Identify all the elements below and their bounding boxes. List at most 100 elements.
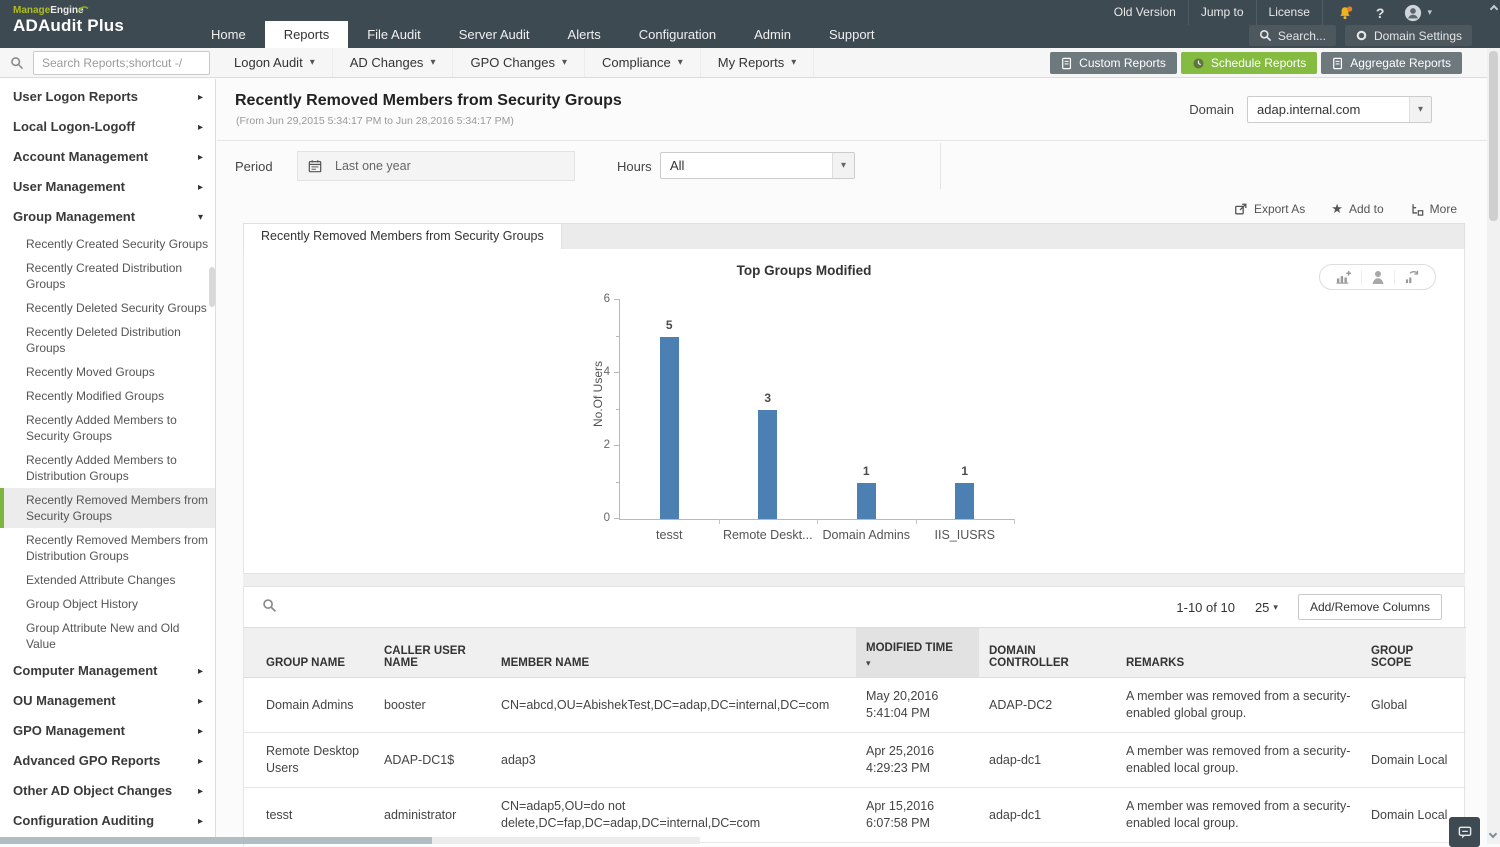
sidebar-item[interactable]: Configuration Auditing ▸: [0, 806, 215, 836]
expand-arrow-icon: ▸: [198, 694, 203, 710]
nav-tab[interactable]: Home: [192, 21, 265, 48]
column-header-modified-time[interactable]: MODIFIED TIME▾: [856, 628, 979, 678]
nav-tab[interactable]: Server Audit: [440, 21, 549, 48]
add-to-button[interactable]: ★ Add to: [1331, 202, 1383, 216]
y-axis-tick-label: 4: [604, 366, 610, 378]
sidebar-item[interactable]: Recently Added Members to Distribution G…: [0, 448, 215, 488]
report-category-menus: Logon Audit▾ AD Changes▾ GPO Changes▾ Co…: [217, 48, 814, 77]
chart-toolbar: [1319, 264, 1436, 290]
sidebar-item[interactable]: Group Management ▾: [0, 202, 215, 232]
period-input[interactable]: Last one year: [297, 151, 575, 181]
report-menu[interactable]: Logon Audit▾: [217, 48, 333, 77]
domain-settings-button[interactable]: Domain Settings: [1345, 25, 1472, 46]
sidebar-item[interactable]: Extended Attribute Changes: [0, 568, 215, 592]
sidebar-item[interactable]: Advanced GPO Reports ▸: [0, 746, 215, 776]
sort-descending-icon: ▾: [866, 658, 969, 669]
column-header-domain-controller[interactable]: DOMAIN CONTROLLER: [979, 628, 1116, 678]
horizontal-scrollbar-thumb[interactable]: [0, 837, 432, 844]
nav-tab[interactable]: Alerts: [549, 21, 620, 48]
feedback-chat-button[interactable]: [1449, 817, 1480, 847]
brand-logo[interactable]: ManageEngine ADAudit Plus: [13, 5, 124, 36]
add-chart-icon[interactable]: [1326, 270, 1361, 285]
scroll-up-icon[interactable]: [1489, 5, 1497, 13]
sidebar-scrollbar-thumb[interactable]: [209, 267, 215, 307]
period-value: Last one year: [335, 159, 411, 173]
sidebar-item[interactable]: Recently Removed Members from Distributi…: [0, 528, 215, 568]
header-link[interactable]: License: [1257, 0, 1323, 25]
report-menu[interactable]: GPO Changes▾: [453, 48, 585, 77]
custom-reports-button[interactable]: Custom Reports: [1050, 52, 1177, 74]
table-row[interactable]: Domain Admins booster CN=abcd,OU=Abishek…: [244, 678, 1466, 733]
sidebar-item[interactable]: Recently Created Security Groups: [0, 232, 215, 256]
report-header: Recently Removed Members from Security G…: [217, 79, 1487, 141]
speech-bubble-icon: [1457, 825, 1473, 840]
table-toolbar: 1-10 of 10 25 ▾ Add/Remove Columns: [244, 587, 1464, 627]
sidebar-item[interactable]: Recently Moved Groups: [0, 360, 215, 384]
sidebar-item[interactable]: Other AD Object Changes ▸: [0, 776, 215, 806]
hours-select[interactable]: All ▾: [660, 152, 855, 179]
sidebar-item[interactable]: Group Object History: [0, 592, 215, 616]
column-header-group-scope[interactable]: GROUP SCOPE: [1361, 628, 1466, 678]
chart-bar-group: 5tesst: [620, 300, 719, 519]
column-header-remarks[interactable]: REMARKS: [1116, 628, 1361, 678]
user-menu[interactable]: ▾: [1396, 4, 1432, 22]
chevron-down-icon: ▾: [1427, 7, 1432, 18]
more-button[interactable]: More: [1410, 202, 1457, 216]
aggregate-reports-button[interactable]: Aggregate Reports: [1321, 52, 1462, 74]
header-link[interactable]: Jump to: [1189, 0, 1257, 25]
sidebar-item[interactable]: Recently Deleted Security Groups: [0, 296, 215, 320]
nav-tab[interactable]: Support: [810, 21, 894, 48]
chevron-down-icon: ▾: [310, 48, 315, 77]
sidebar-item[interactable]: Recently Deleted Distribution Groups: [0, 320, 215, 360]
sidebar-item[interactable]: Recently Removed Members from Security G…: [0, 488, 215, 528]
notification-bell-icon[interactable]: [1337, 5, 1354, 21]
refresh-chart-icon[interactable]: [1394, 270, 1429, 285]
sidebar-item[interactable]: User Logon Reports ▸: [0, 82, 215, 112]
nav-tab[interactable]: Admin: [735, 21, 810, 48]
cell-modified-time: Apr 25,2016 4:29:23 PM: [856, 733, 979, 788]
chevron-down-icon: ▾: [678, 48, 683, 77]
page-scrollbar[interactable]: [1487, 0, 1500, 844]
report-menu[interactable]: Compliance▾: [585, 48, 701, 77]
star-icon: ★: [1331, 204, 1343, 214]
tab-recently-removed-members[interactable]: Recently Removed Members from Security G…: [244, 224, 562, 249]
table-row[interactable]: tesst administrator CN=adap5,OU=do not d…: [244, 788, 1466, 843]
domain-select[interactable]: adap.internal.com ▾: [1247, 96, 1432, 123]
export-as-button[interactable]: Export As: [1234, 202, 1305, 216]
chart-user-icon[interactable]: [1361, 270, 1394, 285]
sidebar-item[interactable]: User Management ▸: [0, 172, 215, 202]
column-header-member-name[interactable]: MEMBER NAME: [491, 628, 856, 678]
schedule-reports-button[interactable]: Schedule Reports: [1181, 52, 1317, 74]
bar: [758, 410, 777, 519]
horizontal-scrollbar[interactable]: [0, 837, 700, 844]
sidebar-item[interactable]: Recently Created Distribution Groups: [0, 256, 215, 296]
sidebar-item[interactable]: Group Attribute New and Old Value: [0, 616, 215, 656]
column-header-group-name[interactable]: GROUP NAME: [244, 628, 374, 678]
table-row[interactable]: Remote Desktop Users ADAP-DC1$ adap3 Apr…: [244, 733, 1466, 788]
report-menu[interactable]: AD Changes▾: [333, 48, 454, 77]
column-header-caller-user-name[interactable]: CALLER USER NAME: [374, 628, 491, 678]
page-size-select[interactable]: 25 ▾: [1255, 600, 1278, 615]
sidebar-item-label: Group Management: [13, 209, 135, 224]
add-remove-columns-button[interactable]: Add/Remove Columns: [1298, 594, 1442, 620]
scroll-down-icon[interactable]: [1489, 830, 1497, 838]
table-search-icon[interactable]: [262, 598, 277, 613]
sidebar-item[interactable]: Local Logon-Logoff ▸: [0, 112, 215, 142]
nav-tab[interactable]: Reports: [265, 21, 349, 48]
global-search-button[interactable]: Search...: [1249, 25, 1336, 46]
help-icon[interactable]: ?: [1364, 5, 1397, 21]
product-name: ADAudit Plus: [13, 16, 124, 36]
sidebar-item[interactable]: Recently Added Members to Security Group…: [0, 408, 215, 448]
sidebar-item[interactable]: Computer Management ▸: [0, 656, 215, 686]
nav-tab[interactable]: Configuration: [620, 21, 735, 48]
sidebar-item[interactable]: GPO Management ▸: [0, 716, 215, 746]
scrollbar-thumb[interactable]: [1489, 51, 1498, 221]
header-link[interactable]: Old Version: [1102, 0, 1189, 25]
sidebar-item[interactable]: Recently Modified Groups: [0, 384, 215, 408]
report-search-input[interactable]: [33, 51, 210, 75]
nav-tab[interactable]: File Audit: [348, 21, 439, 48]
report-menu[interactable]: My Reports▾: [701, 48, 815, 77]
sidebar-item[interactable]: Account Management ▸: [0, 142, 215, 172]
sidebar-item[interactable]: OU Management ▸: [0, 686, 215, 716]
report-menu-label: GPO Changes: [470, 48, 555, 77]
